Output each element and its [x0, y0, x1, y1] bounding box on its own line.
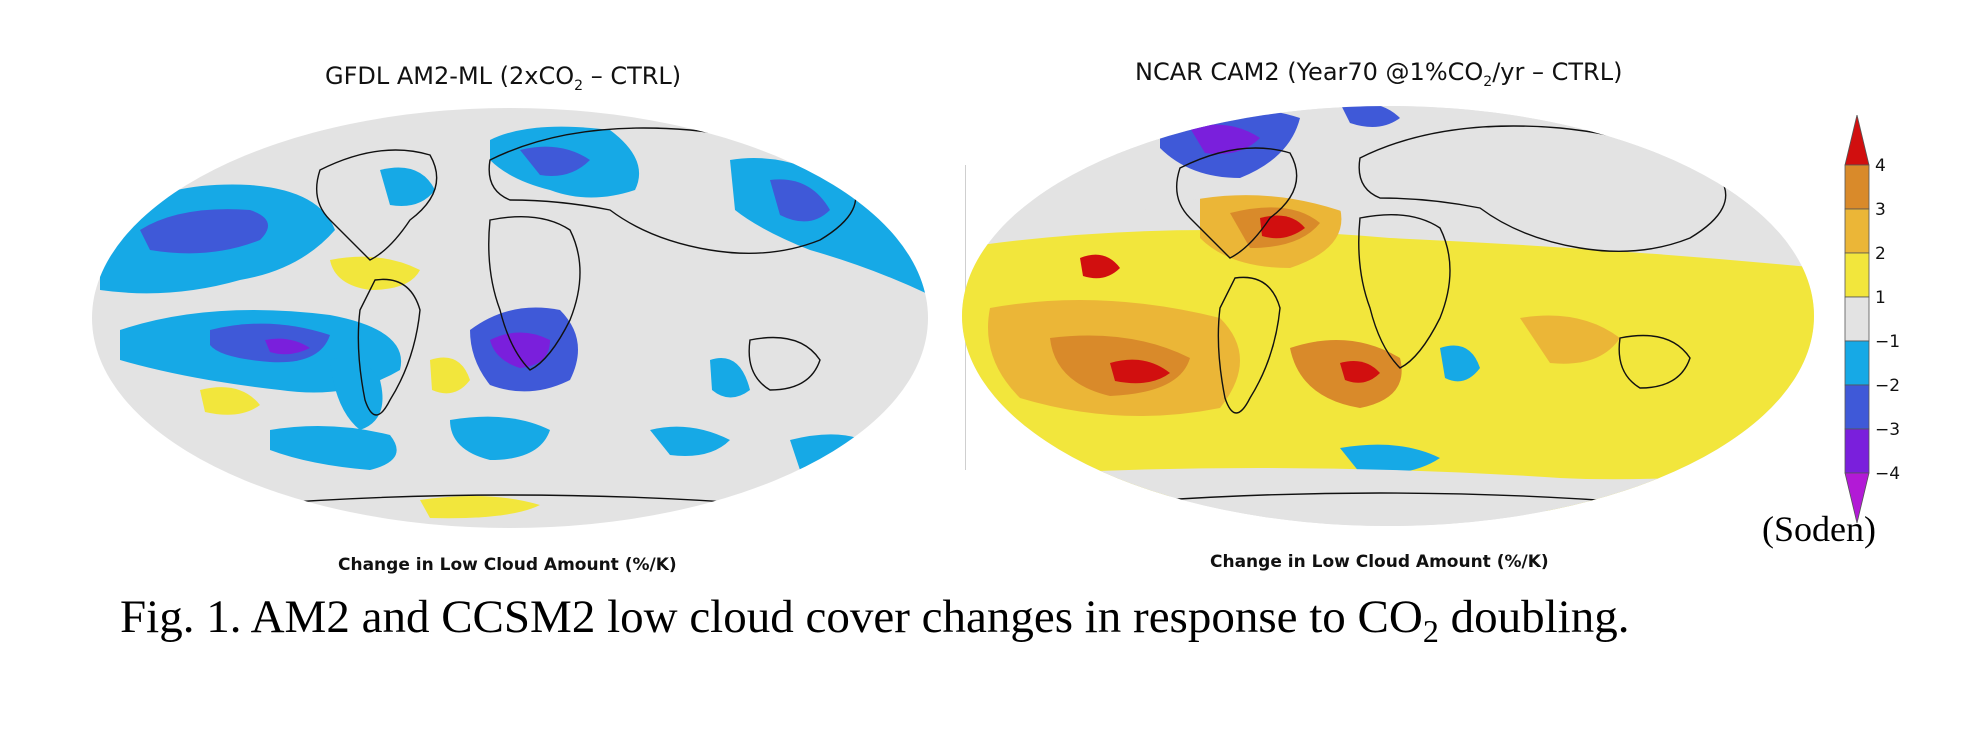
colorbar-label: 4: [1875, 156, 1886, 176]
right-continent-australia: [1618, 334, 1691, 389]
right-region-grey-southern: [962, 468, 1814, 526]
left-continent-samerica: [357, 278, 421, 416]
colorbar-swatch: [1844, 428, 1870, 474]
colorbar-swatch: [1844, 340, 1870, 386]
colorbar: 4 3 2 1 −1 −2 −3 −4: [1844, 115, 1900, 524]
colorbar-label: −4: [1875, 464, 1900, 484]
right-continent-samerica: [1217, 276, 1281, 414]
colorbar-swatch-top: [1844, 115, 1870, 166]
left-panel-caption: Change in Low Cloud Amount (%/K): [338, 555, 677, 575]
colorbar-labels: 4 3 2 1 −1 −2 −3 −4: [1875, 156, 1900, 484]
right-region-purple-arctic: [1190, 124, 1260, 154]
left-region-antarctic-yellow: [420, 496, 540, 519]
figure-caption: Fig. 1. AM2 and CCSM2 low cloud cover ch…: [120, 590, 1629, 650]
colorbar-label: −2: [1875, 376, 1900, 396]
left-continent-eurasia: [488, 127, 857, 255]
colorbar-label: −3: [1875, 420, 1900, 440]
colorbar-label: 2: [1875, 244, 1886, 264]
left-cloud-map: [92, 108, 928, 528]
left-title-main: GFDL AM2-ML (2xCO: [325, 62, 575, 90]
right-title-main: NCAR CAM2 (Year70 @1%CO: [1135, 58, 1484, 86]
left-region-samerica: [330, 357, 383, 430]
left-title-sub: 2: [574, 77, 584, 94]
right-region-red-atlantic-south: [1340, 360, 1380, 383]
left-continent-africa: [488, 216, 581, 371]
figure-caption-suffix: doubling.: [1438, 591, 1630, 643]
left-region-northpacific-core: [140, 209, 268, 254]
left-region-tropical-pacific-peak: [265, 338, 310, 355]
right-region-red-west-pacific: [1080, 254, 1120, 279]
colorbar-label: 3: [1875, 200, 1886, 220]
left-title-end: – CTRL): [583, 62, 682, 90]
right-continent-africa: [1358, 214, 1451, 369]
colorbar-swatch-bottom: [1844, 472, 1870, 524]
right-continent-antarctica: [1119, 492, 1641, 504]
right-continent-eurasia: [1358, 125, 1727, 253]
left-continent-australia: [748, 336, 821, 391]
right-continent-namerica: [1176, 147, 1298, 259]
left-region-southern-2: [450, 416, 550, 460]
colorbar-swatch: [1844, 208, 1870, 254]
right-title-end: /yr – CTRL): [1492, 58, 1623, 86]
right-panel-title: NCAR CAM2 (Year70 @1%CO2/yr – CTRL): [1135, 58, 1622, 90]
colorbar-swatch: [1844, 384, 1870, 430]
right-region-orange-indian: [1520, 315, 1620, 364]
left-panel-title: GFDL AM2-ML (2xCO2 – CTRL): [325, 62, 681, 94]
left-region-indian: [710, 358, 750, 398]
left-region-southern-1: [270, 426, 397, 470]
left-region-atlantic-core: [490, 332, 550, 368]
right-region-blue-southern: [1340, 444, 1440, 474]
colorbar-swatch: [1844, 252, 1870, 298]
left-region-southern-3: [650, 426, 730, 456]
figure-caption-sub: 2: [1422, 613, 1439, 649]
colorbar-swatches: [1844, 115, 1870, 524]
colorbar-swatch: [1844, 296, 1870, 342]
right-region-blue-arctic-2: [1340, 106, 1400, 127]
left-region-tropical-yellow-2: [200, 387, 260, 415]
figure-caption-prefix: Fig. 1. AM2 and CCSM2 low cloud cover ch…: [120, 591, 1423, 643]
left-region-tropical-yellow-3: [430, 357, 470, 394]
right-region-red-atlantic-north: [1260, 215, 1305, 239]
source-credit: (Soden): [1762, 509, 1876, 549]
colorbar-label: −1: [1875, 332, 1900, 352]
colorbar-label: 1: [1875, 288, 1886, 308]
right-region-blue-africa: [1440, 345, 1480, 382]
left-region-asia-core: [770, 179, 830, 222]
right-title-sub: 2: [1483, 73, 1493, 90]
left-continent-antarctica: [249, 494, 771, 506]
right-panel-caption: Change in Low Cloud Amount (%/K): [1210, 552, 1549, 572]
right-region-red-pacific: [1110, 359, 1170, 384]
colorbar-swatch: [1844, 164, 1870, 210]
left-region-namerica: [380, 167, 435, 206]
left-continent-namerica: [316, 149, 438, 261]
left-region-europe-core: [520, 146, 590, 176]
right-cloud-map: [962, 106, 1814, 526]
left-region-australia-south: [790, 434, 880, 471]
